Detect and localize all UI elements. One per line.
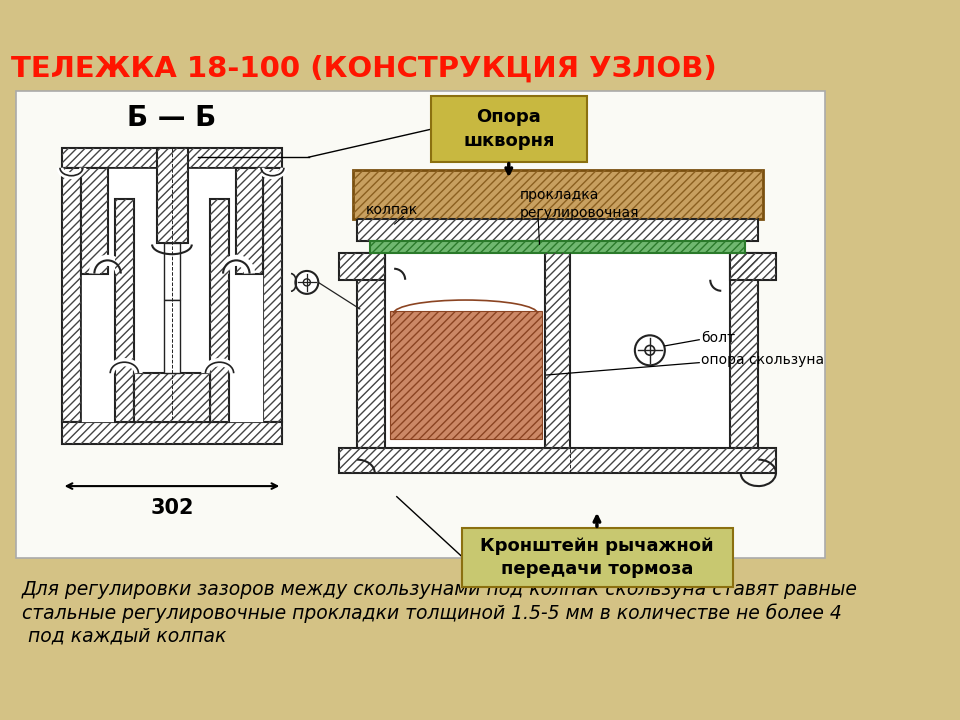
Bar	[731, 253, 776, 280]
Text: ТЕЛЕЖКА 18-100 (КОНСТРУКЦИЯ УЗЛОВ): ТЕЛЕЖКА 18-100 (КОНСТРУКЦИЯ УЗЛОВ)	[11, 55, 716, 83]
Bar	[352, 171, 762, 219]
Circle shape	[645, 346, 655, 355]
FancyBboxPatch shape	[462, 528, 732, 588]
Bar	[263, 168, 282, 422]
Bar	[210, 199, 229, 422]
Bar	[61, 422, 282, 444]
Text: болт: болт	[701, 331, 735, 345]
Bar	[731, 253, 776, 280]
Circle shape	[296, 271, 319, 294]
Bar	[263, 168, 282, 422]
Bar	[357, 253, 385, 448]
Bar	[236, 168, 263, 274]
Text: под каждый колпак: под каждый колпак	[22, 626, 227, 645]
Bar	[114, 199, 134, 422]
Bar	[371, 241, 745, 253]
Bar	[357, 253, 385, 448]
Bar	[340, 448, 776, 473]
Bar	[371, 241, 745, 253]
Bar	[134, 373, 210, 422]
Bar	[545, 253, 569, 448]
Bar	[210, 199, 229, 422]
Bar	[61, 168, 82, 422]
Bar	[156, 148, 188, 243]
Bar	[545, 253, 569, 448]
Text: Опора
шкворня: Опора шкворня	[463, 108, 555, 150]
Bar	[236, 168, 263, 274]
Bar	[61, 148, 282, 168]
Bar	[357, 219, 758, 241]
Bar	[340, 253, 385, 280]
Bar	[82, 168, 263, 422]
Bar	[164, 300, 180, 373]
Bar	[340, 448, 776, 473]
Bar	[156, 148, 188, 243]
Bar	[61, 148, 282, 168]
Text: опора скользуна: опора скользуна	[701, 353, 824, 367]
Bar	[352, 171, 762, 219]
Bar	[82, 168, 108, 274]
Text: Кронштейн рычажной
передачи тормоза: Кронштейн рычажной передачи тормоза	[480, 536, 713, 578]
Bar	[61, 168, 82, 422]
Bar	[114, 199, 134, 422]
Bar	[390, 310, 542, 439]
Circle shape	[303, 279, 310, 286]
Bar	[731, 253, 758, 448]
Bar	[385, 253, 731, 448]
Bar	[61, 422, 282, 444]
Text: стальные регулировочные прокладки толщиной 1.5-5 мм в количестве не более 4: стальные регулировочные прокладки толщин…	[22, 603, 842, 623]
FancyBboxPatch shape	[431, 96, 588, 161]
Bar	[731, 253, 758, 448]
Bar	[357, 219, 758, 241]
Bar	[134, 373, 210, 422]
Text: Для регулировки зазоров между скользунами под колпак скользуна ставят равные: Для регулировки зазоров между скользунам…	[22, 580, 858, 600]
Bar	[82, 168, 108, 274]
Bar	[390, 310, 542, 439]
Circle shape	[635, 336, 665, 365]
Bar	[164, 243, 180, 300]
Text: Б — Б: Б — Б	[128, 104, 217, 132]
Text: прокладка
регулировочная: прокладка регулировочная	[520, 189, 639, 220]
Text: 302: 302	[150, 498, 194, 518]
Bar	[16, 91, 826, 559]
Bar	[340, 253, 385, 280]
Text: колпак: колпак	[366, 203, 419, 217]
